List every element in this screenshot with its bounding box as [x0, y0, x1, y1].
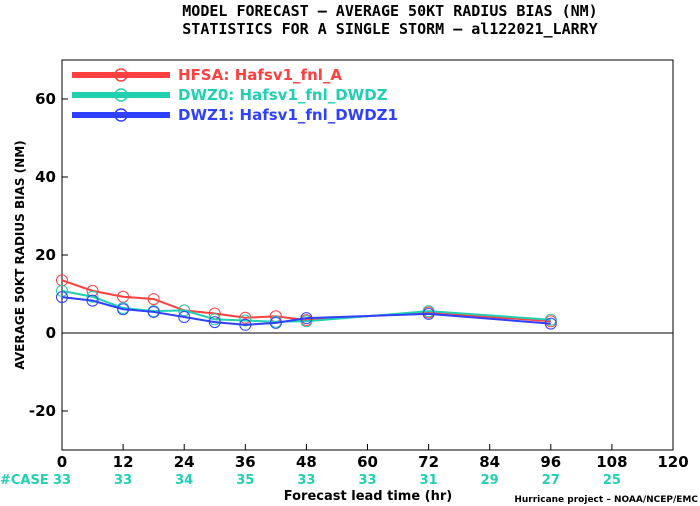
case-count: 34 [175, 473, 193, 488]
chart-subtitle: STATISTICS FOR A SINGLE STORM – al122021… [182, 20, 597, 38]
data-point [239, 314, 252, 327]
data-point [208, 316, 221, 329]
case-count: 31 [420, 473, 438, 488]
data-point [56, 284, 68, 297]
legend-swatch-marker [114, 88, 128, 102]
data-point [56, 291, 68, 304]
case-count: 33 [297, 473, 315, 488]
y-tick-label: 40 [35, 168, 56, 186]
data-point [147, 293, 160, 306]
data-point [544, 317, 557, 330]
axis-ticks: 0 12 24 36 48 60 72 84 96 108 120 -20 0 20 40 60 [29, 90, 689, 471]
legend-label: HFSA: Hafsv1_fnl_A [178, 66, 342, 84]
data-point [239, 318, 252, 331]
legend-swatch-marker [114, 108, 128, 122]
x-tick-label: 12 [113, 453, 134, 471]
case-count: 25 [603, 473, 621, 488]
series-line [61, 289, 551, 323]
legend-swatch-marker [114, 68, 128, 82]
case-count: 33 [358, 473, 376, 488]
case-count-row: #CASE 33 33 34 35 33 33 31 29 27 25 [0, 473, 621, 488]
data-point [422, 307, 435, 320]
data-point [86, 290, 99, 303]
legend-entry-1: HFSA: Hafsv1_fnl_A [72, 66, 342, 84]
data-point [86, 294, 99, 307]
chart-title: MODEL FORECAST – AVERAGE 50KT RADIUS BIA… [182, 2, 597, 20]
legend-label: DWZ1: Hafsv1_fnl_DWDZ1 [178, 106, 398, 124]
data-point [544, 313, 557, 326]
data-point [178, 311, 191, 324]
x-axis-label: Forecast lead time (hr) [284, 489, 452, 504]
series-line [61, 296, 551, 326]
legend-label: DWZ0: Hafsv1_fnl_DWDZ [178, 86, 388, 104]
x-tick-label: 72 [418, 453, 439, 471]
series-layer [56, 274, 557, 331]
y-tick-label: 20 [35, 246, 56, 264]
legend-entry-2: DWZ0: Hafsv1_fnl_DWDZ [72, 86, 388, 104]
x-tick-label: 96 [540, 453, 561, 471]
credit-text: Hurricane project – NOAA/NCEP/EMC [514, 495, 698, 505]
data-point [208, 313, 221, 326]
case-count: 27 [542, 473, 560, 488]
data-point [117, 303, 130, 316]
y-tick-label: -20 [29, 402, 56, 420]
x-tick-label: 108 [596, 453, 627, 471]
case-count: 35 [236, 473, 254, 488]
x-tick-label: 24 [174, 453, 195, 471]
series-3 [56, 291, 557, 331]
data-point [147, 305, 160, 318]
data-point [300, 315, 313, 328]
x-tick-label: 84 [479, 453, 500, 471]
x-tick-label: 120 [657, 453, 688, 471]
x-tick-label: 0 [57, 453, 67, 471]
data-point [178, 304, 191, 317]
series-2 [56, 284, 557, 328]
x-tick-label: 48 [296, 453, 317, 471]
case-count: 33 [53, 473, 71, 488]
case-count: 33 [114, 473, 132, 488]
legend-entry-3: DWZ1: Hafsv1_fnl_DWDZ1 [72, 106, 398, 124]
x-tick-label: 60 [357, 453, 378, 471]
y-tick-label: 60 [35, 90, 56, 108]
data-point [422, 305, 435, 318]
legend: HFSA: Hafsv1_fnl_A DWZ0: Hafsv1_fnl_DWDZ D… [72, 66, 398, 124]
case-count: 29 [481, 473, 499, 488]
data-point [300, 312, 313, 325]
case-label: #CASE [0, 473, 49, 488]
y-axis-label: AVERAGE 50KT RADIUS BIAS (NM) [13, 140, 27, 369]
data-point [239, 311, 252, 324]
x-tick-label: 36 [235, 453, 256, 471]
data-point [269, 316, 282, 329]
y-tick-label: 0 [46, 324, 56, 342]
